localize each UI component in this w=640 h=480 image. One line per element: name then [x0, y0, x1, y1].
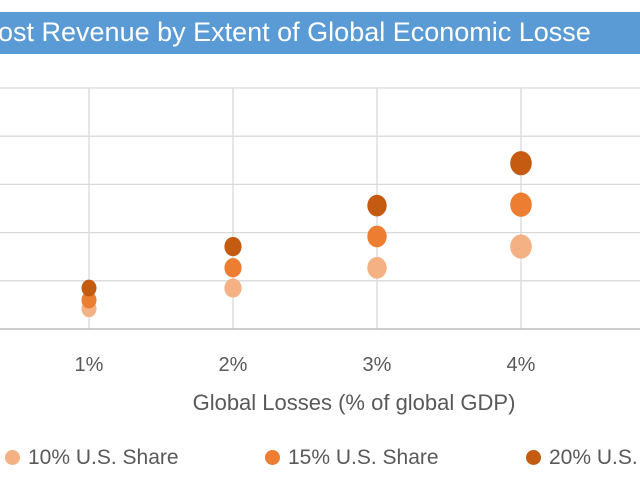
legend-marker-icon — [265, 450, 280, 465]
chart-title: ost Revenue by Extent of Global Economic… — [0, 17, 591, 47]
data-point — [224, 278, 242, 298]
legend-label: 15% U.S. Share — [288, 446, 439, 469]
x-tick-label: 3% — [363, 354, 392, 376]
data-point — [81, 279, 97, 297]
legend-marker-icon — [526, 450, 541, 465]
legend-marker-icon — [5, 450, 20, 465]
x-tick-label: 2% — [219, 354, 248, 376]
data-point — [81, 291, 97, 309]
legend-item-20: 20% U.S. — [526, 446, 638, 470]
legend-label: 20% U.S. — [549, 446, 638, 469]
x-tick-label: 1% — [75, 354, 104, 376]
x-axis-title: Global Losses (% of global GDP) — [193, 390, 516, 415]
data-point — [224, 236, 242, 257]
legend-label: 10% U.S. Share — [28, 446, 179, 469]
legend-item-10: 10% U.S. Share — [5, 446, 179, 470]
data-point — [367, 194, 387, 217]
legend-item-15: 15% U.S. Share — [265, 446, 439, 470]
data-point — [367, 256, 387, 279]
data-point — [224, 258, 242, 278]
data-point — [367, 225, 387, 248]
chart-title-bar: ost Revenue by Extent of Global Economic… — [0, 12, 640, 54]
x-tick-label: 4% — [507, 354, 536, 376]
data-point — [510, 192, 532, 217]
data-point — [510, 151, 532, 176]
data-point — [510, 234, 532, 259]
